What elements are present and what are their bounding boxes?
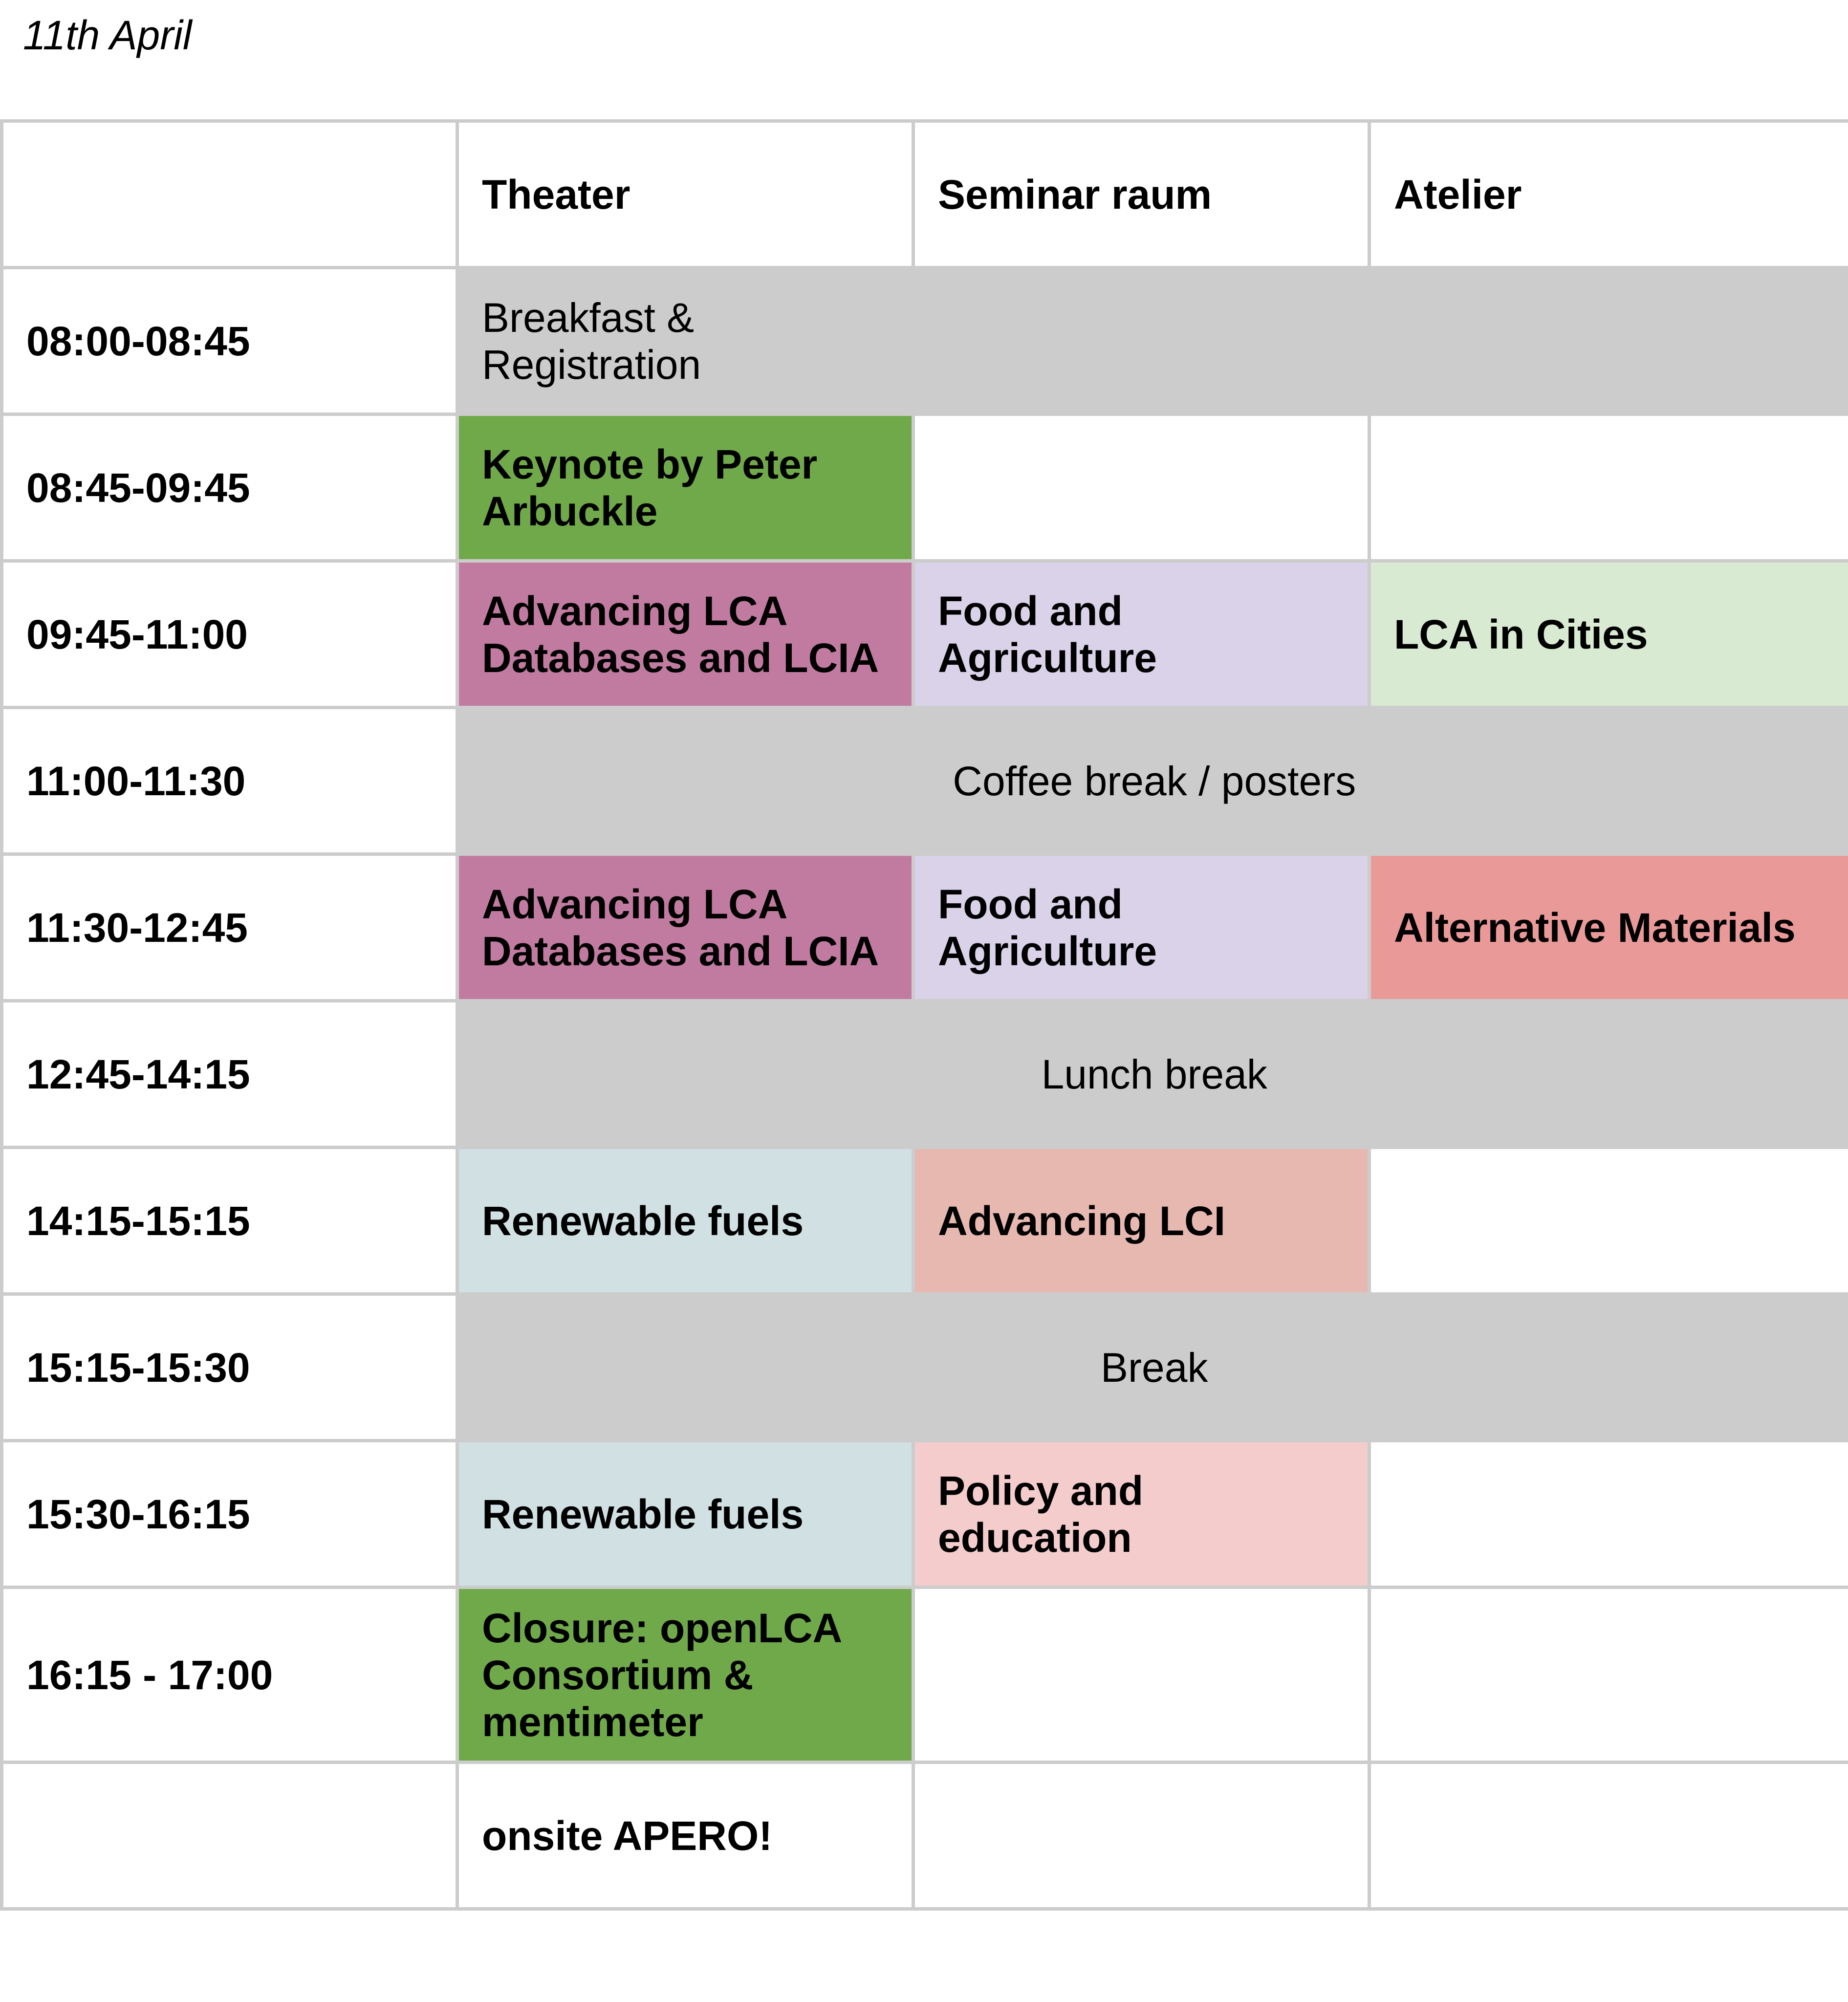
time-slot: 11:30-12:45: [0, 852, 459, 1002]
table-row: 12:45-14:15 Lunch break: [0, 999, 1848, 1149]
session-keynote: Keynote by Peter Arbuckle: [456, 413, 915, 563]
empty-cell: [1368, 1761, 1848, 1911]
table-row: onsite APERO!: [0, 1761, 1848, 1911]
empty-cell: [1368, 413, 1848, 563]
session-coffee-break: Coffee break / posters: [456, 706, 1848, 856]
header-row: Theater Seminar raum Atelier: [0, 119, 1848, 269]
time-slot: 09:45-11:00: [0, 559, 459, 709]
time-slot: 14:15-15:15: [0, 1146, 459, 1296]
room-header-theater: Theater: [456, 119, 915, 269]
time-slot: 15:15-15:30: [0, 1292, 459, 1442]
table-row: 08:45-09:45 Keynote by Peter Arbuckle: [0, 413, 1848, 563]
corner-cell: [0, 119, 459, 269]
session-advancing-lca-databases: Advancing LCA Databases and LCIA: [456, 852, 915, 1002]
session-renewable-fuels: Renewable fuels: [456, 1146, 915, 1296]
time-slot: 08:45-09:45: [0, 413, 459, 563]
empty-cell: [1368, 1439, 1848, 1589]
table-row: 14:15-15:15 Renewable fuels Advancing LC…: [0, 1146, 1848, 1296]
time-slot: 11:00-11:30: [0, 706, 459, 856]
time-slot: 16:15 - 17:00: [0, 1586, 459, 1764]
time-slot: [0, 1761, 459, 1911]
table-row: 08:00-08:45 Breakfast & Registration: [0, 266, 1848, 416]
session-lca-in-cities: LCA in Cities: [1368, 559, 1848, 709]
schedule-date: 11th April: [23, 12, 192, 58]
empty-cell: [912, 1761, 1371, 1911]
session-label: Breakfast & Registration: [482, 294, 701, 388]
session-onsite-apero: onsite APERO!: [456, 1761, 915, 1911]
session-breakfast-registration: Breakfast & Registration: [456, 266, 1848, 416]
table-row: 15:15-15:30 Break: [0, 1292, 1848, 1442]
session-lunch-break: Lunch break: [456, 999, 1848, 1149]
session-closure: Closure: openLCA Consortium & mentimeter: [456, 1586, 915, 1764]
time-slot: 15:30-16:15: [0, 1439, 459, 1589]
session-break: Break: [456, 1292, 1848, 1442]
session-advancing-lca-databases: Advancing LCA Databases and LCIA: [456, 559, 915, 709]
table-row: 11:00-11:30 Coffee break / posters: [0, 706, 1848, 856]
session-food-agriculture: Food and Agriculture: [912, 559, 1371, 709]
empty-cell: [1368, 1146, 1848, 1296]
empty-cell: [912, 1586, 1371, 1764]
session-policy-education: Policy and education: [912, 1439, 1371, 1589]
session-advancing-lci: Advancing LCI: [912, 1146, 1371, 1296]
table-row: 11:30-12:45 Advancing LCA Databases and …: [0, 852, 1848, 1002]
table-row: 15:30-16:15 Renewable fuels Policy and e…: [0, 1439, 1848, 1589]
time-slot: 08:00-08:45: [0, 266, 459, 416]
empty-cell: [1368, 1586, 1848, 1764]
time-slot: 12:45-14:15: [0, 999, 459, 1149]
table-row: 16:15 - 17:00 Closure: openLCA Consortiu…: [0, 1586, 1848, 1764]
session-alternative-materials: Alternative Materials: [1368, 852, 1848, 1002]
session-renewable-fuels: Renewable fuels: [456, 1439, 915, 1589]
schedule-table: Theater Seminar raum Atelier 08:00-08:45…: [0, 119, 1848, 1911]
session-food-agriculture: Food and Agriculture: [912, 852, 1371, 1002]
empty-cell: [912, 413, 1371, 563]
room-header-atelier: Atelier: [1368, 119, 1848, 269]
room-header-seminar-raum: Seminar raum: [912, 119, 1371, 269]
table-row: 09:45-11:00 Advancing LCA Databases and …: [0, 559, 1848, 709]
